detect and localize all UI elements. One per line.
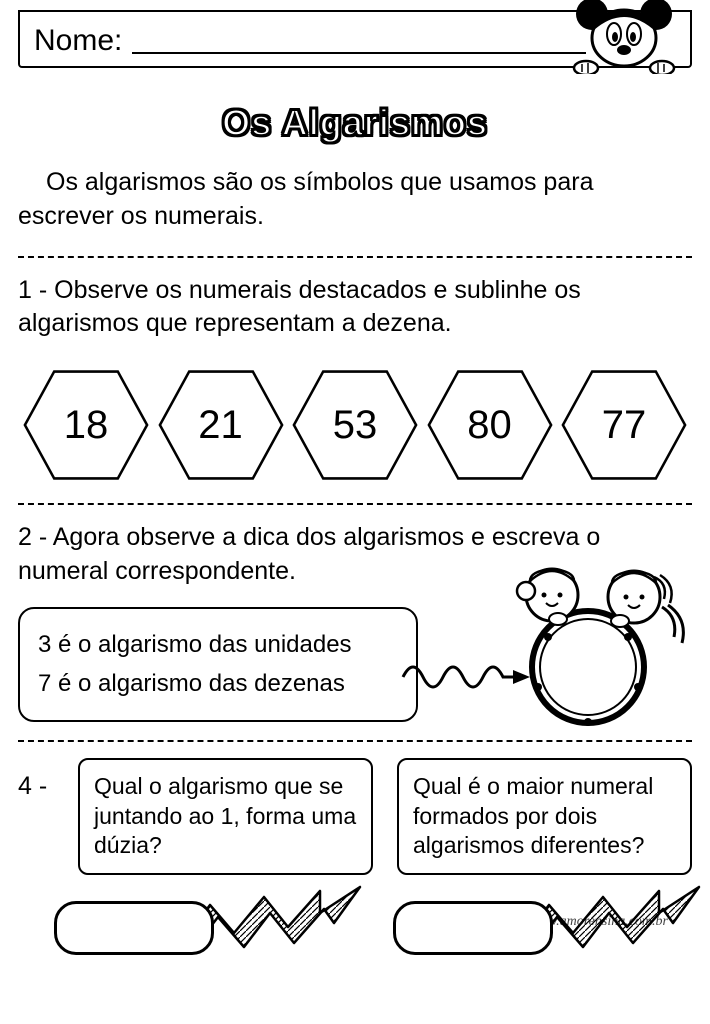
name-box: Nome: [18,10,692,68]
question-2-row: 3 é o algarismo das unidades 7 é o algar… [18,607,692,722]
hexagon-value: 53 [333,403,378,448]
hexagon[interactable]: 77 [560,369,688,481]
name-label: Nome: [34,24,122,58]
hexagon[interactable]: 21 [157,369,285,481]
cartoon-mouse-icon [564,0,684,74]
hint-box: 3 é o algarismo das unidades 7 é o algar… [18,607,418,722]
question-4-number: 4 - [18,758,54,876]
question-4-box-b: Qual é o maior numeral formados por dois… [397,758,692,876]
answer-group [54,889,353,955]
answer-pill[interactable] [54,901,214,955]
hexagon[interactable]: 80 [426,369,554,481]
kids-with-circle-icon [398,547,698,737]
intro-text: Os algarismos são os símbolos que usamos… [18,166,692,234]
separator [18,503,692,505]
separator [18,740,692,742]
title-wrap: Os Algarismos [18,102,692,144]
answer-group [393,889,692,955]
question-4-box-a: Qual o algarismo que se juntando ao 1, f… [78,758,373,876]
question-1-text: 1 - Observe os numerais destacados e sub… [18,274,692,342]
hexagon[interactable]: 53 [291,369,419,481]
hint-line: 3 é o algarismo das unidades [38,625,398,665]
hexagon-value: 77 [602,403,647,448]
hexagon-value: 80 [467,403,512,448]
hexagon-value: 18 [64,403,109,448]
hexagon-value: 21 [198,403,243,448]
separator [18,256,692,258]
name-header: Nome: [18,10,692,80]
name-input-line[interactable] [132,52,586,54]
hexagon[interactable]: 18 [22,369,150,481]
answer-row [18,889,692,955]
page-title: Os Algarismos [222,102,488,144]
hint-line: 7 é o algarismo das dezenas [38,664,398,704]
hexagon-row: 18 21 53 80 77 [18,369,692,481]
answer-pill[interactable] [393,901,553,955]
question-4-row: 4 - Qual o algarismo que se juntando ao … [18,758,692,876]
